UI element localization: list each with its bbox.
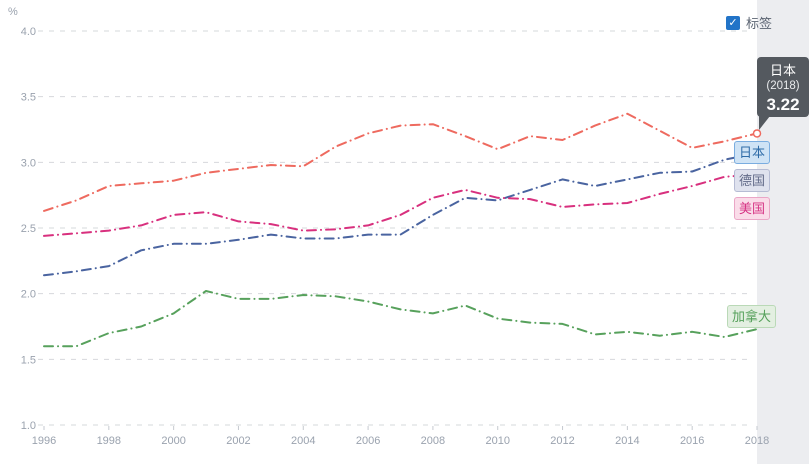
x-axis-label: 2014	[615, 435, 639, 447]
series-line-germany[interactable]	[43, 152, 758, 277]
tooltip-pointer-icon	[759, 116, 770, 130]
x-axis-label: 2010	[485, 435, 509, 447]
labels-toggle-row: ✓ 标签	[726, 13, 772, 32]
chart-tooltip: 日本 (2018) 3.22	[757, 57, 809, 130]
y-axis-label: 4.0	[21, 26, 36, 38]
tooltip-year: (2018)	[766, 80, 800, 92]
y-axis-label: 3.0	[21, 157, 36, 169]
x-axis-label: 1996	[32, 435, 56, 447]
labels-checkbox[interactable]: ✓	[726, 15, 740, 30]
y-axis-label: 1.5	[21, 354, 36, 366]
x-axis-label: 1998	[97, 435, 121, 447]
labels-checkbox-label: 标签	[746, 16, 773, 31]
series-label-japan: 日本	[734, 141, 771, 164]
x-axis-label: 2016	[680, 435, 704, 447]
x-axis-label: 2012	[550, 435, 574, 447]
highlight-point-marker	[752, 129, 762, 138]
series-label-canada: 加拿大	[727, 305, 777, 328]
series-line-japan[interactable]	[43, 112, 758, 212]
x-axis-label: 2006	[356, 435, 380, 447]
x-axis-label: 2018	[745, 435, 769, 447]
series-label-germany: 德国	[734, 169, 771, 192]
y-axis-label: 2.5	[21, 223, 36, 235]
y-axis-label: 2.0	[21, 289, 36, 301]
y-axis-label: 3.5	[21, 92, 36, 104]
series-line-canada[interactable]	[43, 290, 758, 348]
series-label-usa: 美国	[734, 197, 771, 220]
check-icon: ✓	[728, 16, 738, 29]
y-axis-unit-label: %	[8, 6, 18, 18]
x-axis-label: 2000	[161, 435, 185, 447]
tooltip-value: 3.22	[766, 95, 800, 114]
x-axis-label: 2008	[421, 435, 445, 447]
x-axis-label: 2004	[291, 435, 315, 447]
series-line-usa[interactable]	[43, 173, 758, 237]
tooltip-series-name: 日本	[769, 63, 796, 78]
y-axis-label: 1.0	[21, 420, 36, 432]
x-axis-label: 2002	[226, 435, 250, 447]
